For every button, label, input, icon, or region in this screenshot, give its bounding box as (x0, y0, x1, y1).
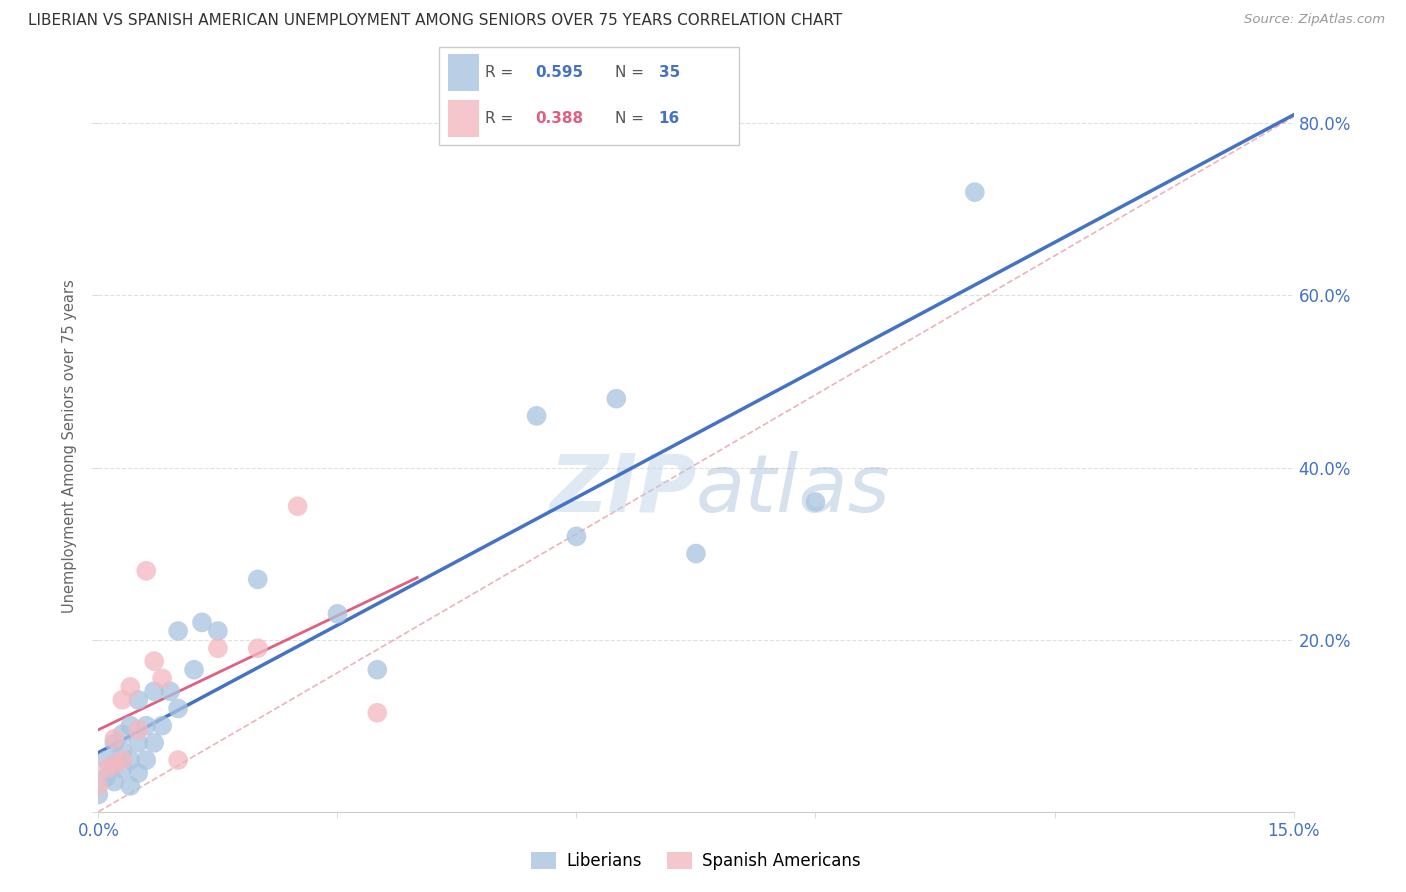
Point (96, 770, 118, 784)
Point (167, 701, 190, 715)
Bar (449, 100, 479, 137)
FancyBboxPatch shape (439, 46, 740, 145)
Text: 35: 35 (658, 65, 681, 79)
Point (96, 753, 118, 767)
Point (183, 663, 205, 677)
Point (135, 564, 157, 578)
Point (366, 663, 388, 677)
Point (150, 719, 173, 733)
Point (103, 774, 125, 789)
Legend: Liberians, Spanish Americans: Liberians, Spanish Americans (524, 845, 868, 877)
Point (963, 185, 986, 199)
Point (326, 607, 349, 621)
Point (103, 736, 125, 750)
Point (366, 706, 388, 720)
Point (207, 641, 229, 656)
Point (127, 766, 149, 780)
Point (120, 719, 142, 733)
Text: 0.595: 0.595 (534, 65, 583, 79)
Point (191, 615, 214, 630)
Text: Source: ZipAtlas.com: Source: ZipAtlas.com (1244, 13, 1385, 27)
Point (120, 779, 142, 793)
Point (565, 529, 588, 543)
Point (103, 731, 125, 746)
Point (120, 753, 142, 767)
Point (207, 624, 229, 638)
Point (127, 693, 149, 707)
Text: LIBERIAN VS SPANISH AMERICAN UNEMPLOYMENT AMONG SENIORS OVER 75 YEARS CORRELATIO: LIBERIAN VS SPANISH AMERICAN UNEMPLOYMEN… (28, 13, 842, 29)
Point (143, 684, 166, 698)
Text: R =: R = (485, 65, 519, 79)
Point (246, 641, 269, 656)
Text: 0.388: 0.388 (534, 111, 583, 126)
Text: R =: R = (485, 111, 519, 126)
Point (103, 757, 125, 772)
Point (111, 693, 134, 707)
Text: atlas: atlas (696, 450, 891, 529)
Point (143, 736, 166, 750)
Point (127, 723, 149, 737)
Point (287, 500, 309, 514)
Point (605, 392, 627, 406)
Point (159, 684, 181, 698)
Point (135, 719, 157, 733)
Point (143, 654, 166, 668)
Point (111, 727, 134, 741)
Point (111, 753, 134, 767)
Point (526, 409, 548, 423)
Point (167, 753, 190, 767)
Point (111, 744, 134, 758)
Point (150, 671, 173, 685)
Point (111, 762, 134, 776)
Text: N =: N = (616, 65, 650, 79)
Point (246, 573, 269, 587)
Text: ZIP: ZIP (548, 450, 696, 529)
Bar (449, 54, 479, 91)
Point (804, 495, 827, 509)
Text: N =: N = (616, 111, 650, 126)
Point (87, 788, 110, 802)
Point (685, 547, 707, 561)
Point (127, 736, 149, 750)
Point (96, 762, 118, 776)
Point (120, 680, 142, 694)
Point (87, 779, 110, 793)
Point (103, 757, 125, 772)
Y-axis label: Unemployment Among Seniors over 75 years: Unemployment Among Seniors over 75 years (62, 279, 77, 613)
Point (135, 753, 157, 767)
Point (167, 624, 190, 638)
Text: 16: 16 (658, 111, 681, 126)
